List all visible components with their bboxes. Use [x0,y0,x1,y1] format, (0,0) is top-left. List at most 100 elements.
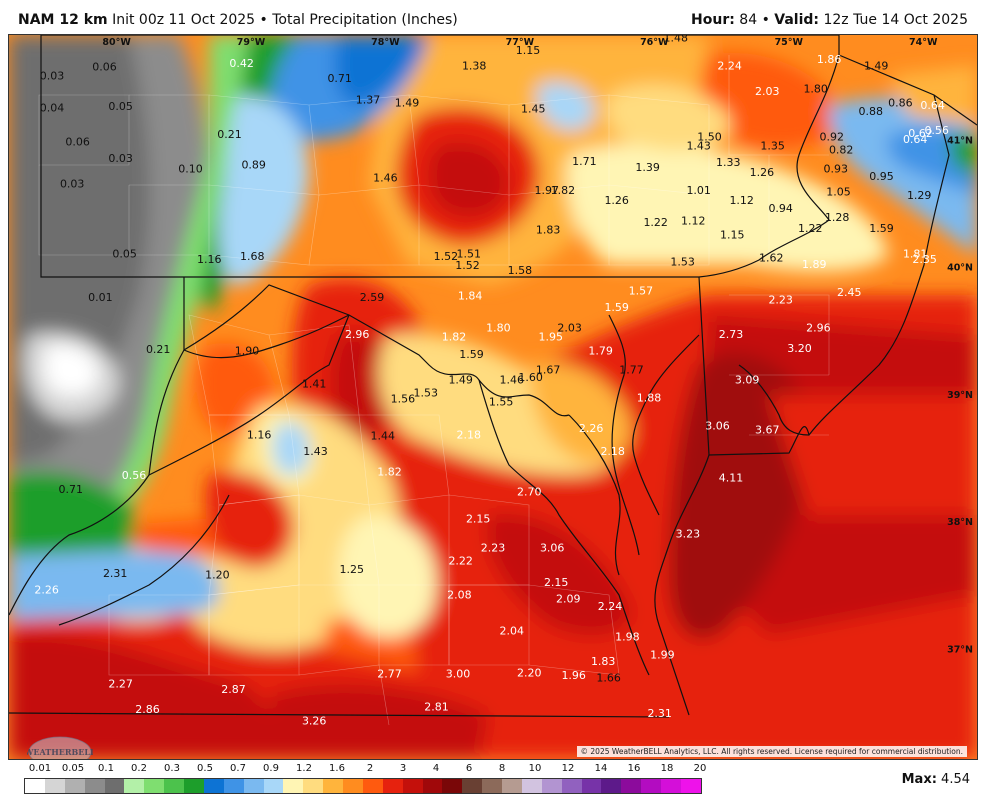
precip-value-label: 0.56 [924,124,949,137]
colorbar-swatch [144,779,165,793]
precip-value-label: 1.41 [302,378,327,391]
colorbar-swatch [521,779,542,793]
colorbar-tick-label: 16 [627,763,641,774]
colorbar-tick-label: 0.9 [263,763,279,774]
precip-value-label: 0.88 [859,105,884,118]
longitude-label: 80°W [102,37,131,48]
precip-value-label: 1.51 [457,248,482,261]
colorbar-swatch [84,779,105,793]
precip-value-label: 0.06 [92,61,117,74]
precip-value-label: 1.82 [551,184,576,197]
precip-value-label: 0.42 [229,57,254,70]
precip-value-label: 0.10 [178,162,203,175]
precip-value-label: 1.48 [664,35,689,44]
precip-value-label: 1.43 [686,140,711,153]
colorbar-swatch [541,779,562,793]
init-time: Init 00z 11 Oct 2025 [112,12,256,28]
precip-value-label: 1.71 [572,155,597,168]
precip-value-label: 0.95 [869,170,894,183]
colorbar-swatch [442,779,463,793]
precip-value-label: 1.20 [205,568,230,581]
colorbar-tick-label: 6 [465,763,473,774]
colorbar-tick-label: 1.6 [329,763,345,774]
forecast-time: Hour: 84 • Valid: 12z Tue 14 Oct 2025 [691,12,968,28]
colorbar-tick-label: 0.1 [98,763,114,774]
colorbar-swatch [323,779,343,793]
colorbar-swatch [25,779,45,793]
colorbar-swatch [263,779,284,793]
precipitation-map[interactable]: 80°W 79°W 78°W 77°W 76°W 75°W 74°W 41°N 40°N 39°… [8,34,978,760]
precip-value-label: 0.62 [908,127,933,140]
precip-value-label: 3.23 [676,528,701,541]
colorbar-tick-label: 10 [528,763,542,774]
precip-value-label: 1.90 [235,344,260,357]
precip-value-label: 4.11 [719,472,744,485]
precip-value-label: 1.39 [635,161,660,174]
colorbar-swatch [680,779,701,793]
precip-value-label: 2.87 [221,683,246,696]
precip-value-label: 0.64 [903,133,928,146]
colorbar-tick-label: 3 [399,763,407,774]
latitude-label: 37°N [947,644,973,655]
precip-value-label: 1.83 [536,224,561,237]
precip-value-label: 1.99 [650,649,675,662]
latitude-label: 38°N [947,517,973,528]
precip-value-label: 3.26 [302,715,327,728]
colorbar-tick-label: 14 [594,763,608,774]
precip-value-label: 2.59 [360,291,385,304]
precip-value-label: 1.26 [750,166,775,179]
max-label: Max: [901,772,937,787]
precip-value-label: 1.82 [377,465,402,478]
precip-value-label: 0.21 [146,343,171,356]
precip-value-label: 3.06 [705,419,730,432]
precip-value-label: 0.03 [108,152,133,165]
latitude-label: 41°N [947,135,973,146]
colorbar-swatch [621,779,642,793]
precip-value-label: 1.26 [604,194,629,207]
precip-value-label: 0.94 [768,202,793,215]
precip-value-label: 1.38 [462,59,487,72]
precip-value-label: 2.03 [755,85,780,98]
precip-value-label: 1.67 [536,364,561,377]
colorbar-swatch [303,779,324,793]
colorbar-swatch [422,779,443,793]
precip-value-label: 1.49 [864,59,889,72]
longitude-label: 74°W [909,37,938,48]
colorbar-swatch [661,779,681,793]
precip-colorbar [24,778,702,794]
precip-value-label: 2.20 [517,666,542,679]
logo-text: WEATHERBELL [27,747,93,757]
colorbar-swatch [164,779,184,793]
precip-value-label: 1.33 [716,156,741,169]
precip-value-label: 2.86 [135,703,160,716]
colorbar-swatch [343,779,363,793]
precip-value-label: 1.59 [869,222,894,235]
longitude-label: 76°W [640,37,669,48]
precip-value-label: 1.44 [371,430,396,443]
precip-value-label: 1.83 [591,655,616,668]
precip-value-label: 1.60 [518,371,543,384]
max-value: Max: 4.54 [902,772,970,787]
precip-value-label: 1.62 [759,252,784,265]
precip-value-label: 1.68 [240,250,265,263]
valid-label: Valid: [774,12,820,28]
precip-value-label: 2.15 [544,576,569,589]
precip-value-label: 1.80 [486,322,511,335]
colorbar-tick-label: 2 [366,763,374,774]
precip-value-label: 1.16 [197,253,222,266]
colorbar-tick-label: 18 [660,763,674,774]
county-lines [38,55,830,726]
hour-value: 84 [739,12,758,28]
precip-value-label: 1.77 [619,364,644,377]
precip-value-label: 2.23 [768,294,793,307]
precip-value-label: 1.86 [817,53,842,66]
precip-value-label: 2.18 [600,445,625,458]
colorbar-swatch [561,779,582,793]
precip-value-label: 0.01 [88,291,113,304]
precip-value-label: 2.24 [717,59,742,72]
colorbar-swatch [462,779,483,793]
precip-value-label: 2.15 [466,512,491,525]
precip-value-label: 2.73 [719,328,744,341]
colorbar-swatch [64,779,85,793]
precip-value-label: 1.49 [448,374,473,387]
